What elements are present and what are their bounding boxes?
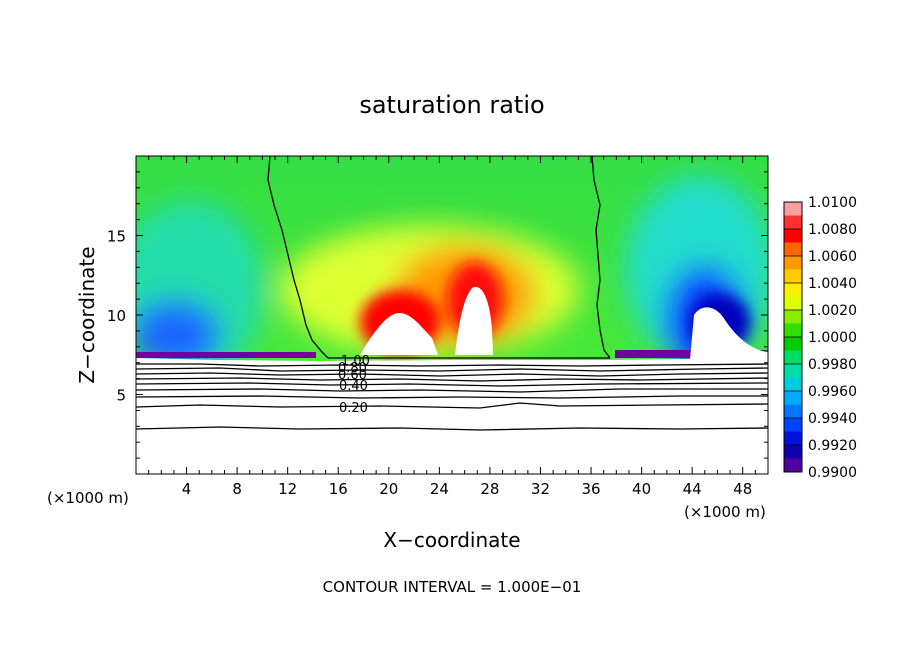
x-tick-label: 16 [329, 480, 348, 498]
contour-line-f [136, 388, 768, 393]
contour-label: 1.00 [341, 354, 370, 369]
colorbar-swatch [784, 323, 802, 338]
x-tick-label: 8 [232, 480, 242, 498]
y-tick-label: 5 [116, 387, 126, 405]
x-axis-label: X−coordinate [383, 528, 520, 552]
y-axis-label: Z−coordinate [75, 246, 99, 383]
y-tick-label: 10 [107, 307, 126, 325]
colorbar: 1.0100 1.0080 1.0060 1.0040 1.0020 1.0000 0.99… [783, 195, 857, 481]
x-tick-label: 20 [379, 480, 398, 498]
contour-1.00-right [591, 156, 611, 359]
lower-region [136, 358, 768, 474]
contour-label: 0.60 [338, 368, 367, 383]
contour-line-d [136, 377, 768, 382]
colorbar-swatch [784, 418, 802, 432]
y-axis: 5 10 15 [107, 171, 768, 459]
colorbar-label: 1.0020 [808, 303, 857, 319]
colorbar-swatch [784, 431, 802, 446]
colorbar-swatch [784, 296, 802, 311]
colorbar-swatch [784, 377, 802, 392]
white-hole-right [455, 286, 493, 355]
contour-interval-footer: CONTOUR INTERVAL = 1.000E−01 [323, 578, 582, 596]
colorbar-swatch [784, 242, 802, 257]
colorbar-label: 1.0060 [808, 249, 857, 265]
x-axis: 4 8 12 16 20 24 28 32 36 40 44 48 [148, 156, 756, 498]
x-tick-label: 44 [683, 480, 702, 498]
contours [136, 156, 768, 431]
contour-label: 0.20 [339, 401, 368, 416]
colorbar-swatch [784, 404, 802, 419]
x-tick-label: 4 [182, 480, 192, 498]
white-hole-left [360, 312, 438, 355]
contour-1.00-left [267, 156, 329, 359]
colorbar-swatch [784, 458, 802, 473]
contour-line-b [136, 367, 768, 372]
contour-line-e [136, 382, 768, 387]
colorbar-swatch [784, 256, 802, 270]
x-unit-left: (×1000 m) [47, 489, 129, 507]
contour-line-i [136, 426, 768, 431]
colorbar-swatch [784, 229, 802, 243]
plot-area [136, 156, 768, 474]
colorbar-label: 0.9900 [808, 465, 857, 481]
contour-line-a [136, 363, 768, 367]
colorbar-swatch [784, 283, 802, 297]
colorbar-swatch [784, 202, 802, 216]
colorbar-swatch [784, 337, 802, 351]
colorbar-swatch [784, 215, 802, 230]
field-purple-edge-left [136, 352, 316, 358]
colorbar-label: 1.0100 [808, 195, 857, 211]
colorbar-label: 1.0080 [808, 222, 857, 238]
colorbar-swatch [784, 445, 802, 459]
colorbar-label: 0.9980 [808, 357, 857, 373]
x-tick-label: 40 [632, 480, 651, 498]
colorbar-swatch [784, 350, 802, 365]
x-tick-label: 32 [531, 480, 550, 498]
x-tick-label: 24 [430, 480, 449, 498]
white-hole-far-right [690, 307, 768, 360]
colorbar-swatch [784, 364, 802, 378]
contour-label-group: 1.00 0.80 0.60 0.40 0.20 [338, 354, 370, 416]
colorbar-swatch [784, 310, 802, 324]
colorbar-label: 0.9960 [808, 384, 857, 400]
colorbar-swatch [784, 269, 802, 284]
contour-line-g [136, 395, 768, 399]
contour-label: 0.80 [338, 361, 367, 376]
x-unit-right: (×1000 m) [684, 503, 766, 521]
chart-title: saturation ratio [359, 91, 544, 119]
contour-line-h [136, 402, 768, 409]
colorbar-label: 0.9920 [808, 438, 857, 454]
colorbar-label: 1.0000 [808, 330, 857, 346]
colorbar-label: 0.9940 [808, 411, 857, 427]
y-tick-label: 15 [107, 228, 126, 246]
colorbar-swatch [784, 391, 802, 405]
colorbar-label: 1.0040 [808, 276, 857, 292]
contour-label: 0.40 [339, 379, 368, 394]
x-tick-label: 48 [733, 480, 752, 498]
x-tick-label: 28 [480, 480, 499, 498]
x-tick-label: 36 [581, 480, 600, 498]
contour-line-c [136, 372, 768, 377]
x-tick-label: 12 [278, 480, 297, 498]
